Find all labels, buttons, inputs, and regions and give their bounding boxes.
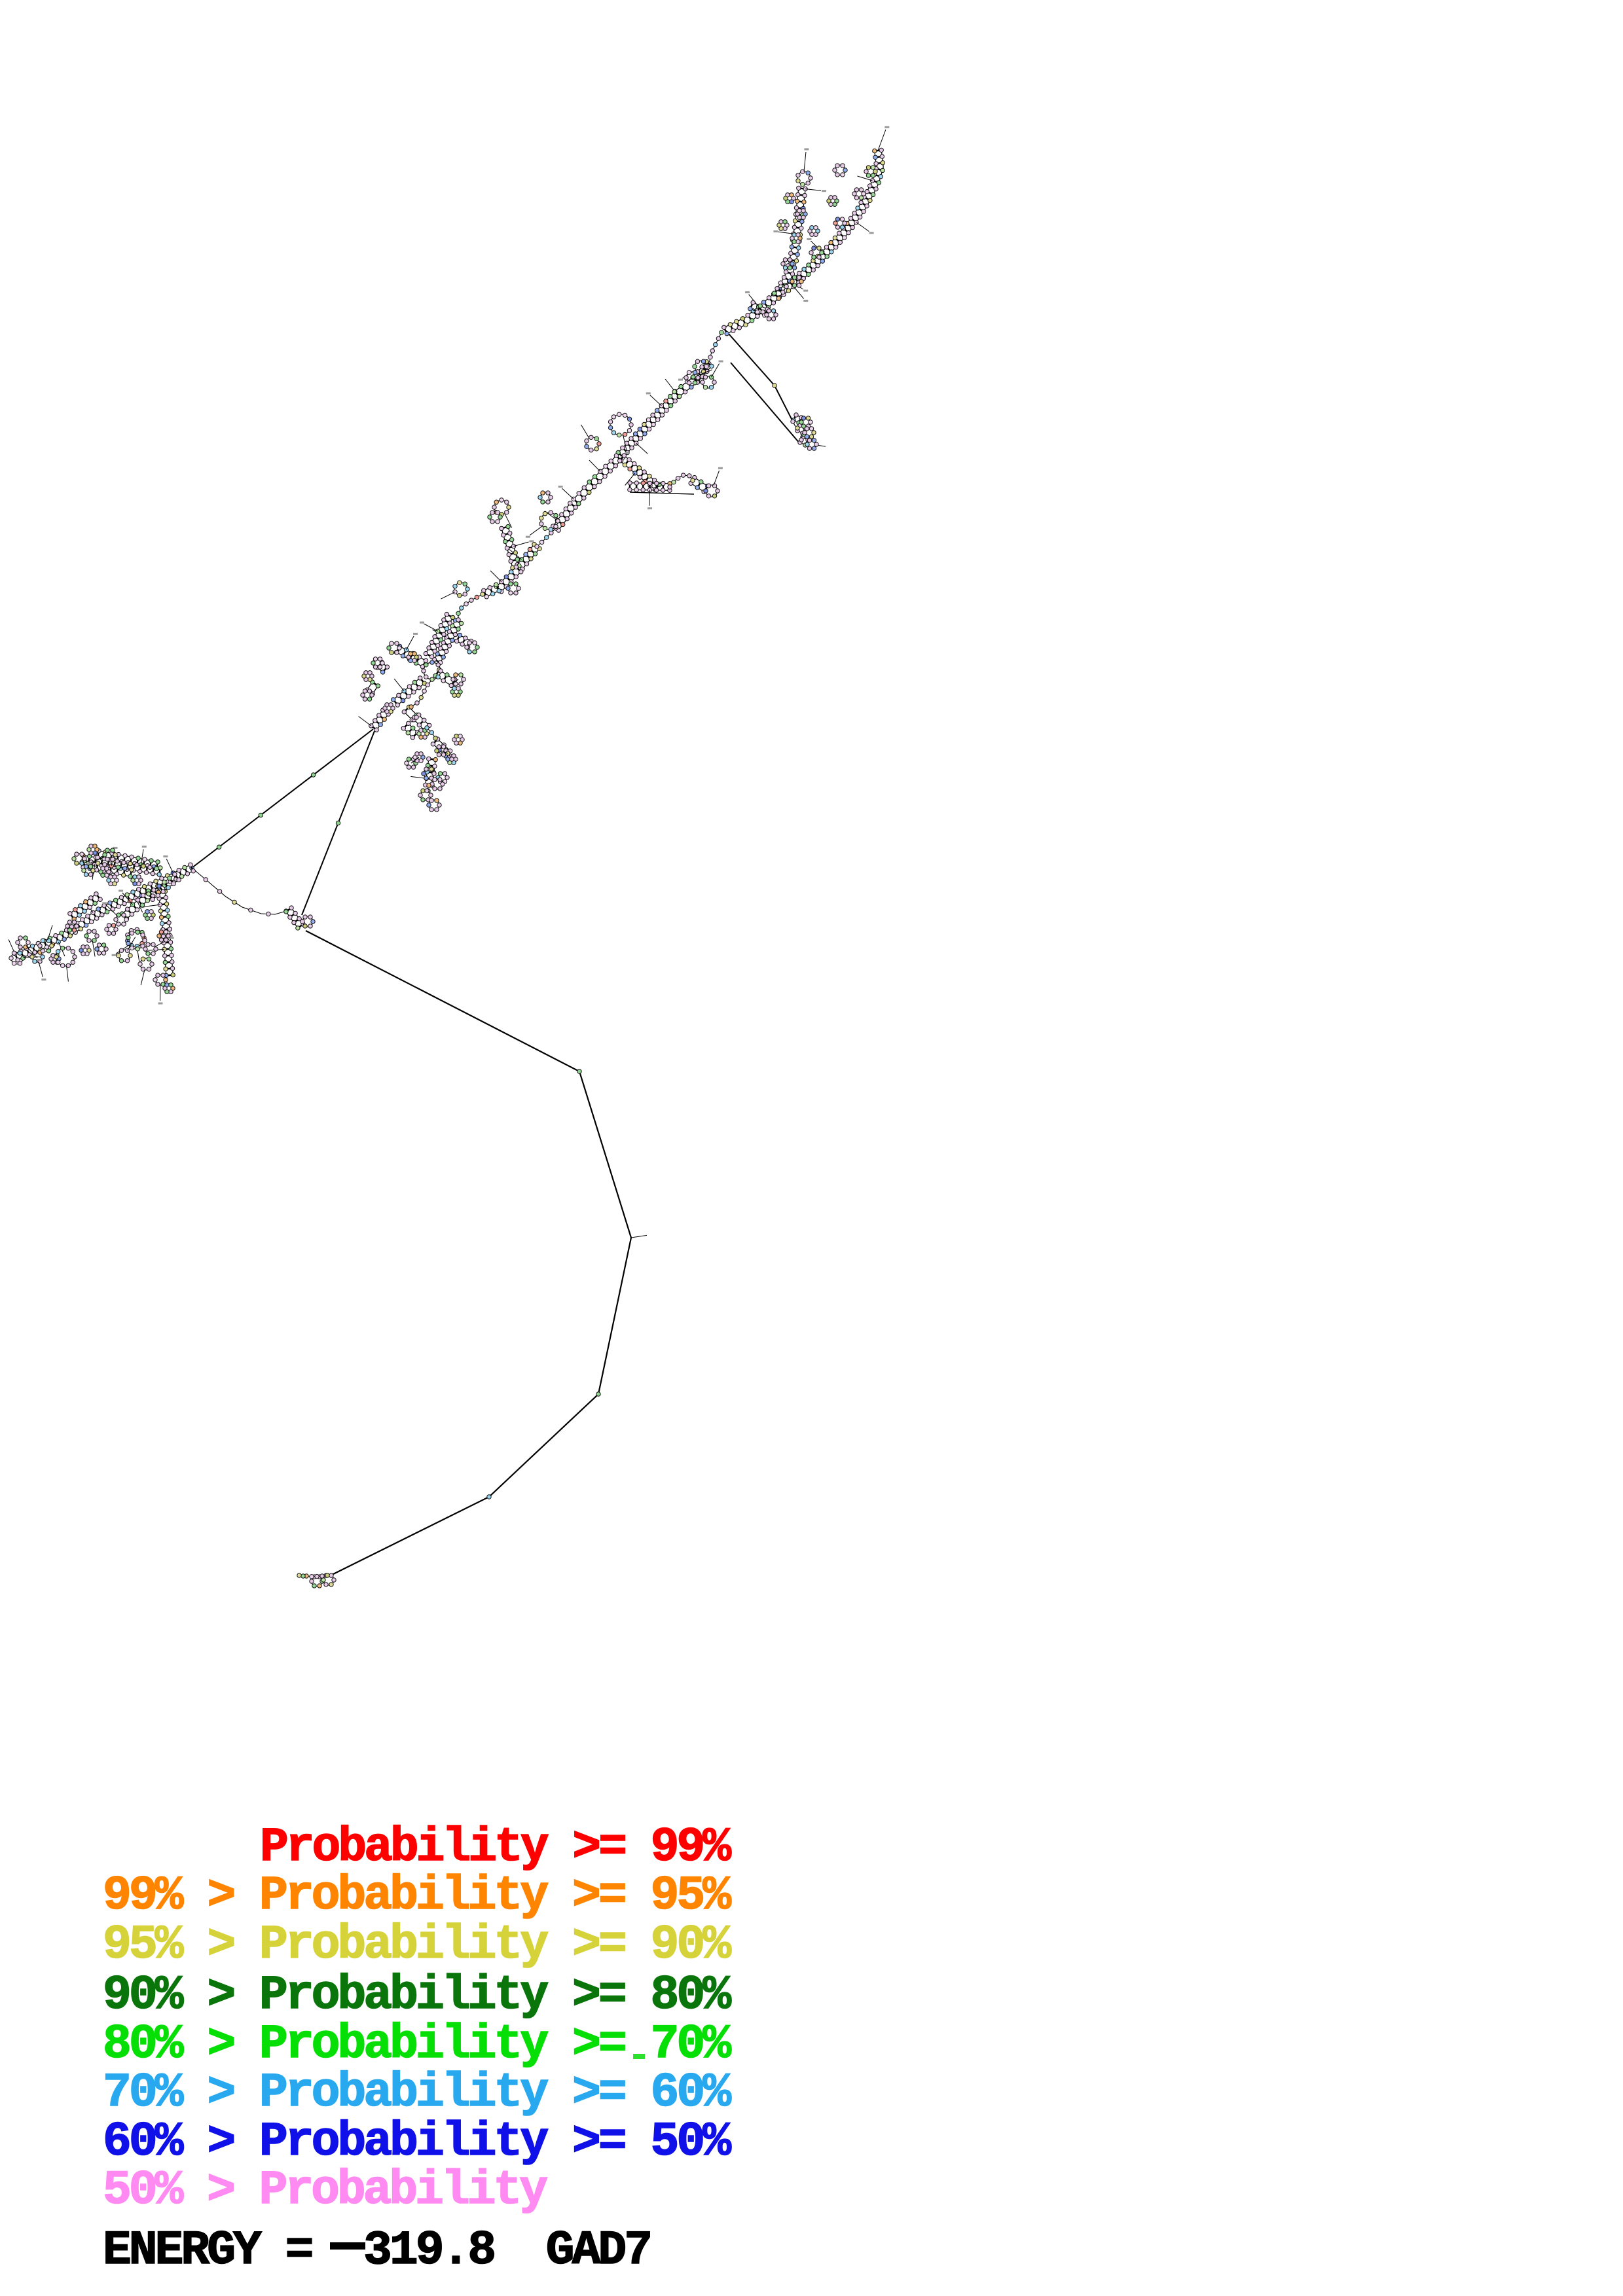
svg-text:50% > Probability: 50% > Probability <box>103 2163 548 2217</box>
svg-text:90% > Probability >= 80%: 90% > Probability >= 80% <box>103 1968 731 2022</box>
svg-text:Probability >= 99%: Probability >= 99% <box>260 1820 731 1874</box>
svg-text:70% > Probability >= 60%: 70% > Probability >= 60% <box>103 2066 731 2120</box>
svg-text:80% > Probability >= 70%: 80% > Probability >= 70% <box>103 2017 731 2072</box>
svg-text:95% > Probability >= 90%: 95% > Probability >= 90% <box>103 1918 731 1972</box>
svg-text:ENERGY = 319.8 GAD7: ENERGY = 319.8 GAD7 <box>103 2223 653 2278</box>
svg-text:60% > Probability >= 50%: 60% > Probability >= 50% <box>103 2115 731 2169</box>
svg-text:99% > Probability >= 95%: 99% > Probability >= 95% <box>103 1869 731 1923</box>
